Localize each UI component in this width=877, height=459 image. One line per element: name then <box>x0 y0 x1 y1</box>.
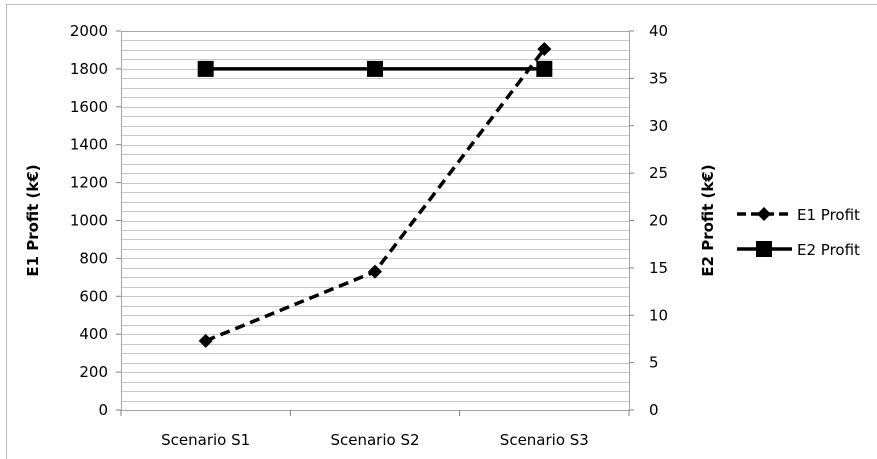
right-axis-tick-label: 35 <box>649 69 668 87</box>
legend-label-e1: E1 Profit <box>797 206 860 224</box>
right-axis-tick-label: 0 <box>649 401 659 419</box>
left-axis-tick-label: 400 <box>79 325 108 343</box>
x-axis-tick-label: Scenario S1 <box>161 431 250 449</box>
left-axis-tick-label: 0 <box>98 401 108 419</box>
left-axis-tick-label: 1600 <box>70 98 108 116</box>
left-axis-tick-label: 1400 <box>70 136 108 154</box>
x-axis-tick-label: Scenario S3 <box>500 431 589 449</box>
e1-profit-point <box>198 333 213 348</box>
right-axis-tick-label: 5 <box>649 354 659 372</box>
legend-marker-e1 <box>757 207 771 221</box>
left-axis-tick-label: 800 <box>79 249 108 267</box>
left-axis-tick-label: 1200 <box>70 174 108 192</box>
e2-profit-point <box>536 60 553 77</box>
left-axis-tick-label: 1800 <box>70 60 108 78</box>
chart-frame <box>6 4 877 459</box>
left-axis-tick-label: 600 <box>79 287 108 305</box>
right-axis-tick-label: 15 <box>649 259 668 277</box>
left-axis-tick-label: 200 <box>79 363 108 381</box>
x-axis-tick-label: Scenario S2 <box>330 431 419 449</box>
left-axis-tick-label: 1000 <box>70 212 108 230</box>
right-axis-tick-label: 10 <box>649 306 668 324</box>
left-axis-title: E1 Profit (k€) <box>24 164 42 276</box>
e1-profit-point <box>537 42 552 57</box>
e1-profit-point <box>368 264 382 279</box>
right-axis-tick-label: 30 <box>649 117 668 135</box>
legend-label-e2: E2 Profit <box>797 241 860 259</box>
right-axis-title: E2 Profit (k€) <box>699 164 717 276</box>
legend-marker-e2 <box>756 241 772 257</box>
e1-profit-line <box>205 47 546 343</box>
left-axis-tick-label: 2000 <box>70 22 108 40</box>
e2-profit-point <box>367 60 383 77</box>
e2-profit-point <box>197 60 214 77</box>
right-axis-tick-label: 25 <box>649 164 668 182</box>
right-axis-tick-label: 40 <box>649 22 668 40</box>
right-axis-tick-label: 20 <box>649 212 668 230</box>
